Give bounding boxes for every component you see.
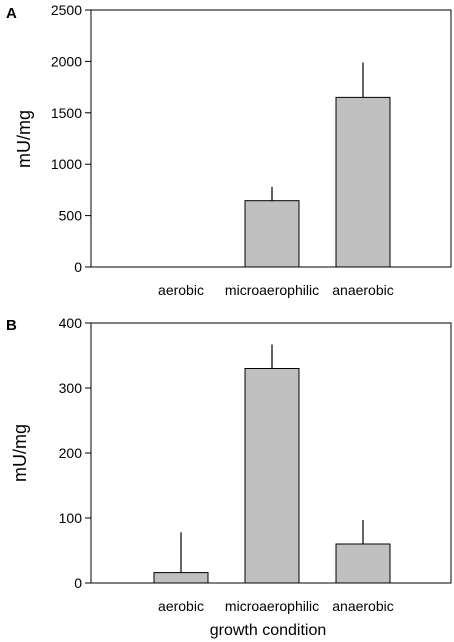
panel-label-a: A (6, 5, 17, 22)
bar-aerobic-b (153, 572, 209, 584)
x-axis-label-b: growth condition (210, 622, 327, 639)
y-tick-label-a: 2500 (51, 2, 82, 18)
y-tick-label-a: 1000 (51, 156, 82, 172)
y-tick-label-b: 100 (59, 510, 83, 526)
x-category-label-anaerobic-a: anaerobic (332, 282, 394, 298)
y-tick-label-b: 0 (74, 575, 82, 591)
panel-label-b: B (6, 317, 17, 334)
panel-b: B mU/mg growth condition 0 100 200 300 400 ae… (6, 315, 452, 639)
y-tick-label-b: 400 (59, 315, 83, 331)
bar-microaerophilic-a (244, 200, 300, 268)
y-tick-label-b: 300 (59, 380, 83, 396)
y-tick-label-a: 1500 (51, 105, 82, 121)
x-category-label-microaerophilic-b: microaerophilic (225, 598, 319, 614)
y-tick-label-a: 2000 (51, 53, 82, 69)
bar-microaerophilic-b (244, 368, 300, 584)
panel-a: A mU/mg 0 500 1000 1500 2000 2500 aerobic micro… (6, 2, 452, 298)
panel-b-marks: 0 100 200 300 400 aerobic microaerophilic anaer… (59, 315, 452, 614)
x-category-label-microaerophilic-a: microaerophilic (225, 282, 319, 298)
bar-anaerobic-b (335, 543, 391, 584)
y-tick-label-a: 500 (59, 208, 83, 224)
x-category-label-anaerobic-b: anaerobic (332, 598, 394, 614)
panel-a-marks: 0 500 1000 1500 2000 2500 aerobic microaerophil… (51, 2, 452, 298)
y-tick-label-a: 0 (74, 259, 82, 275)
y-axis-label-a: mU/mg (14, 110, 34, 168)
y-tick-label-b: 200 (59, 445, 83, 461)
bar-anaerobic-a (335, 96, 391, 268)
x-category-label-aerobic-b: aerobic (158, 598, 204, 614)
x-category-label-aerobic-a: aerobic (158, 282, 204, 298)
y-axis-label-b: mU/mg (10, 424, 30, 482)
